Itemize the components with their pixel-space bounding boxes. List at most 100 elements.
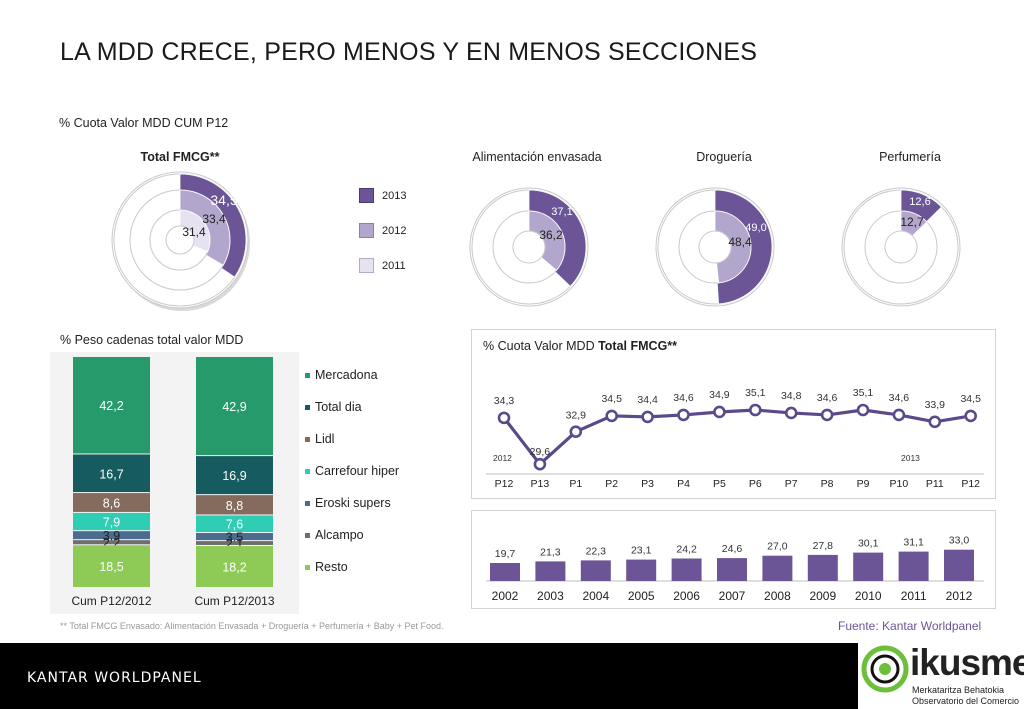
stack-legend-swatch xyxy=(305,405,310,410)
rings-section-title: % Cuota Valor MDD CUM P12 xyxy=(59,116,229,130)
line-marker xyxy=(641,410,654,424)
bar-category-label: 2002 xyxy=(492,589,519,603)
page-title: LA MDD CRECE, PERO MENOS Y EN MENOS SECC… xyxy=(60,38,758,66)
line-marker xyxy=(892,408,906,422)
bar-value-label: 24,2 xyxy=(676,544,697,556)
bar-value-label: 24,6 xyxy=(722,543,743,555)
stack-legend-label: Eroski supers xyxy=(315,496,391,510)
stack-category-label: Cum P12/2013 xyxy=(194,594,274,608)
stack-segment-resto xyxy=(196,545,273,587)
line-marker xyxy=(748,403,762,417)
line-marker xyxy=(569,425,583,438)
stack-value-label: 16,7 xyxy=(99,467,123,481)
ikusmer-wordmark: ikusmer xyxy=(910,642,1024,683)
bar xyxy=(853,552,884,581)
bar xyxy=(944,549,974,581)
ring-value-label: 12,6 xyxy=(909,196,930,208)
bar xyxy=(626,559,657,581)
line-marker xyxy=(605,409,618,423)
bar xyxy=(717,558,747,581)
line-category-label: P6 xyxy=(749,478,762,490)
stack-segment-total_dia xyxy=(196,456,273,495)
line-marker xyxy=(928,415,942,429)
stack-segment-eroski xyxy=(196,533,273,541)
legend-label-2011: 2011 xyxy=(382,259,406,272)
stack-value-label: 8,8 xyxy=(226,499,243,513)
legend-label-2012: 2012 xyxy=(382,224,407,237)
stack-segment-alcampo xyxy=(196,541,273,545)
ring-value-label: 36,2 xyxy=(539,228,563,242)
bar-value-label: 23,1 xyxy=(631,545,652,557)
bar xyxy=(580,560,611,581)
ring-title-drogueria: Droguería xyxy=(696,150,752,164)
line-value-label: 34,8 xyxy=(781,390,802,402)
stack-legend-swatch xyxy=(305,565,310,570)
bar-value-label: 30,1 xyxy=(858,538,879,550)
legend-label-2013: 2013 xyxy=(382,189,407,202)
stack-legend-label: Mercadona xyxy=(315,368,378,382)
line-category-label: P3 xyxy=(641,478,654,490)
stack-segment-mercadona xyxy=(196,357,273,456)
line-chart-title-prefix: % Cuota Valor MDD xyxy=(483,339,599,353)
bar-category-label: 2009 xyxy=(809,589,836,603)
ring-center xyxy=(884,230,918,264)
line-category-label: P9 xyxy=(857,478,870,490)
bar-category-label: 2005 xyxy=(628,589,655,603)
stack-section-title: % Peso cadenas total valor MDD xyxy=(60,333,244,347)
stack-segment-carrefour xyxy=(73,512,150,531)
line-category-label: P7 xyxy=(785,478,798,490)
bar-value-label: 31,1 xyxy=(903,537,924,549)
ring-value-label: 48,4 xyxy=(728,235,752,249)
line-chart-panel xyxy=(471,329,996,499)
line-category-label: P11 xyxy=(926,478,944,490)
ikusmer-subtitle-1: Merkataritza Behatokia xyxy=(912,685,1005,695)
line-category-label: P12 xyxy=(961,478,980,490)
stack-legend-swatch xyxy=(305,501,310,506)
stack-value-label: 42,9 xyxy=(222,400,246,414)
stack-category-label: Cum P12/2012 xyxy=(71,594,151,608)
line-marker xyxy=(856,403,870,417)
stack-value-label: 3,5 xyxy=(226,531,243,545)
line-marker xyxy=(964,409,978,423)
bar xyxy=(898,551,929,581)
ring-title-alimentacion: Alimentación envasada xyxy=(472,150,602,164)
bar-value-label: 19,7 xyxy=(495,548,516,560)
line-chart-title-bold: Total FMCG** xyxy=(598,339,678,353)
bar-value-label: 27,0 xyxy=(767,541,788,553)
bar xyxy=(762,555,793,581)
stack-legend-label: Alcampo xyxy=(315,528,364,542)
bar-category-label: 2007 xyxy=(719,589,746,603)
legend-item-2013: 2013 xyxy=(359,188,406,203)
source-note: Fuente: Kantar Worldpanel xyxy=(838,619,982,633)
bar-category-label: 2003 xyxy=(537,589,564,603)
bar-value-label: 27,8 xyxy=(813,540,834,552)
ring-value-label: 33,4 xyxy=(202,212,226,226)
line-value-label: 34,5 xyxy=(960,393,981,405)
line-value-label: 34,3 xyxy=(494,395,515,407)
legend-swatch-2011 xyxy=(359,258,374,273)
stack-segment-lidl xyxy=(73,493,150,512)
line-marker xyxy=(784,406,798,420)
stack-legend-label: Lidl xyxy=(315,432,334,446)
line-annotation-2013: 2013 xyxy=(901,453,920,463)
stack-value-label: 8,6 xyxy=(103,496,120,510)
line-category-label: P12 xyxy=(495,478,514,490)
bar-value-label: 21,3 xyxy=(540,546,561,558)
ring-value-label: 49,0 xyxy=(745,222,766,234)
ring-title-perfumeria: Perfumería xyxy=(879,150,941,164)
line-value-label: 32,9 xyxy=(566,410,587,422)
line-category-label: P10 xyxy=(890,478,909,490)
bar xyxy=(535,561,566,581)
stack-value-label: 42,2 xyxy=(99,399,123,413)
bar-category-label: 2011 xyxy=(901,589,927,603)
stack-legend-swatch xyxy=(305,469,310,474)
legend-item-2012: 2012 xyxy=(359,223,406,238)
footer-bar xyxy=(0,643,1024,709)
ring-value-label: 31,4 xyxy=(182,225,206,239)
ikusmer-logo: ikusmer Merkataritza Behatokia Observato… xyxy=(858,641,1024,709)
stack-value-label: 7,6 xyxy=(226,518,243,532)
line-value-label: 33,9 xyxy=(925,399,946,411)
stack-segment-mercadona xyxy=(73,357,150,454)
line-category-label: P5 xyxy=(713,478,726,490)
